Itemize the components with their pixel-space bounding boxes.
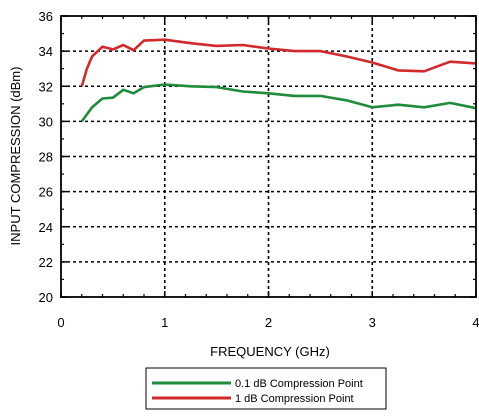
y-tick-label: 20	[39, 290, 53, 305]
x-tick-label: 2	[265, 315, 272, 330]
y-tick-label: 32	[39, 79, 53, 94]
y-tick-label: 28	[39, 150, 53, 165]
gridlines	[61, 16, 476, 297]
y-tick-label: 24	[39, 220, 53, 235]
x-tick-label: 4	[472, 315, 479, 330]
y-axis-label: INPUT COMPRESSION (dBm)	[8, 67, 23, 246]
series-line-1db	[80, 38, 477, 87]
y-tick-label: 26	[39, 185, 53, 200]
y-tick-label: 22	[39, 255, 53, 270]
x-tick-label: 1	[161, 315, 168, 330]
y-tick-label: 30	[39, 114, 53, 129]
series-lines	[80, 38, 477, 123]
series-line-0.1db	[80, 83, 477, 123]
legend: 0.1 dB Compression Point 1 dB Compressio…	[145, 367, 387, 410]
legend-label-1db: 1 dB Compression Point	[235, 393, 354, 405]
legend-box	[145, 367, 387, 410]
x-tick-label: 3	[369, 315, 376, 330]
y-tick-label: 36	[39, 9, 53, 24]
x-axis-label: FREQUENCY (GHz)	[210, 344, 330, 359]
legend-label-0.1db: 0.1 dB Compression Point	[235, 378, 363, 390]
y-tick-label: 34	[39, 44, 53, 59]
axis-ticks	[60, 15, 477, 298]
x-tick-label: 0	[57, 315, 64, 330]
